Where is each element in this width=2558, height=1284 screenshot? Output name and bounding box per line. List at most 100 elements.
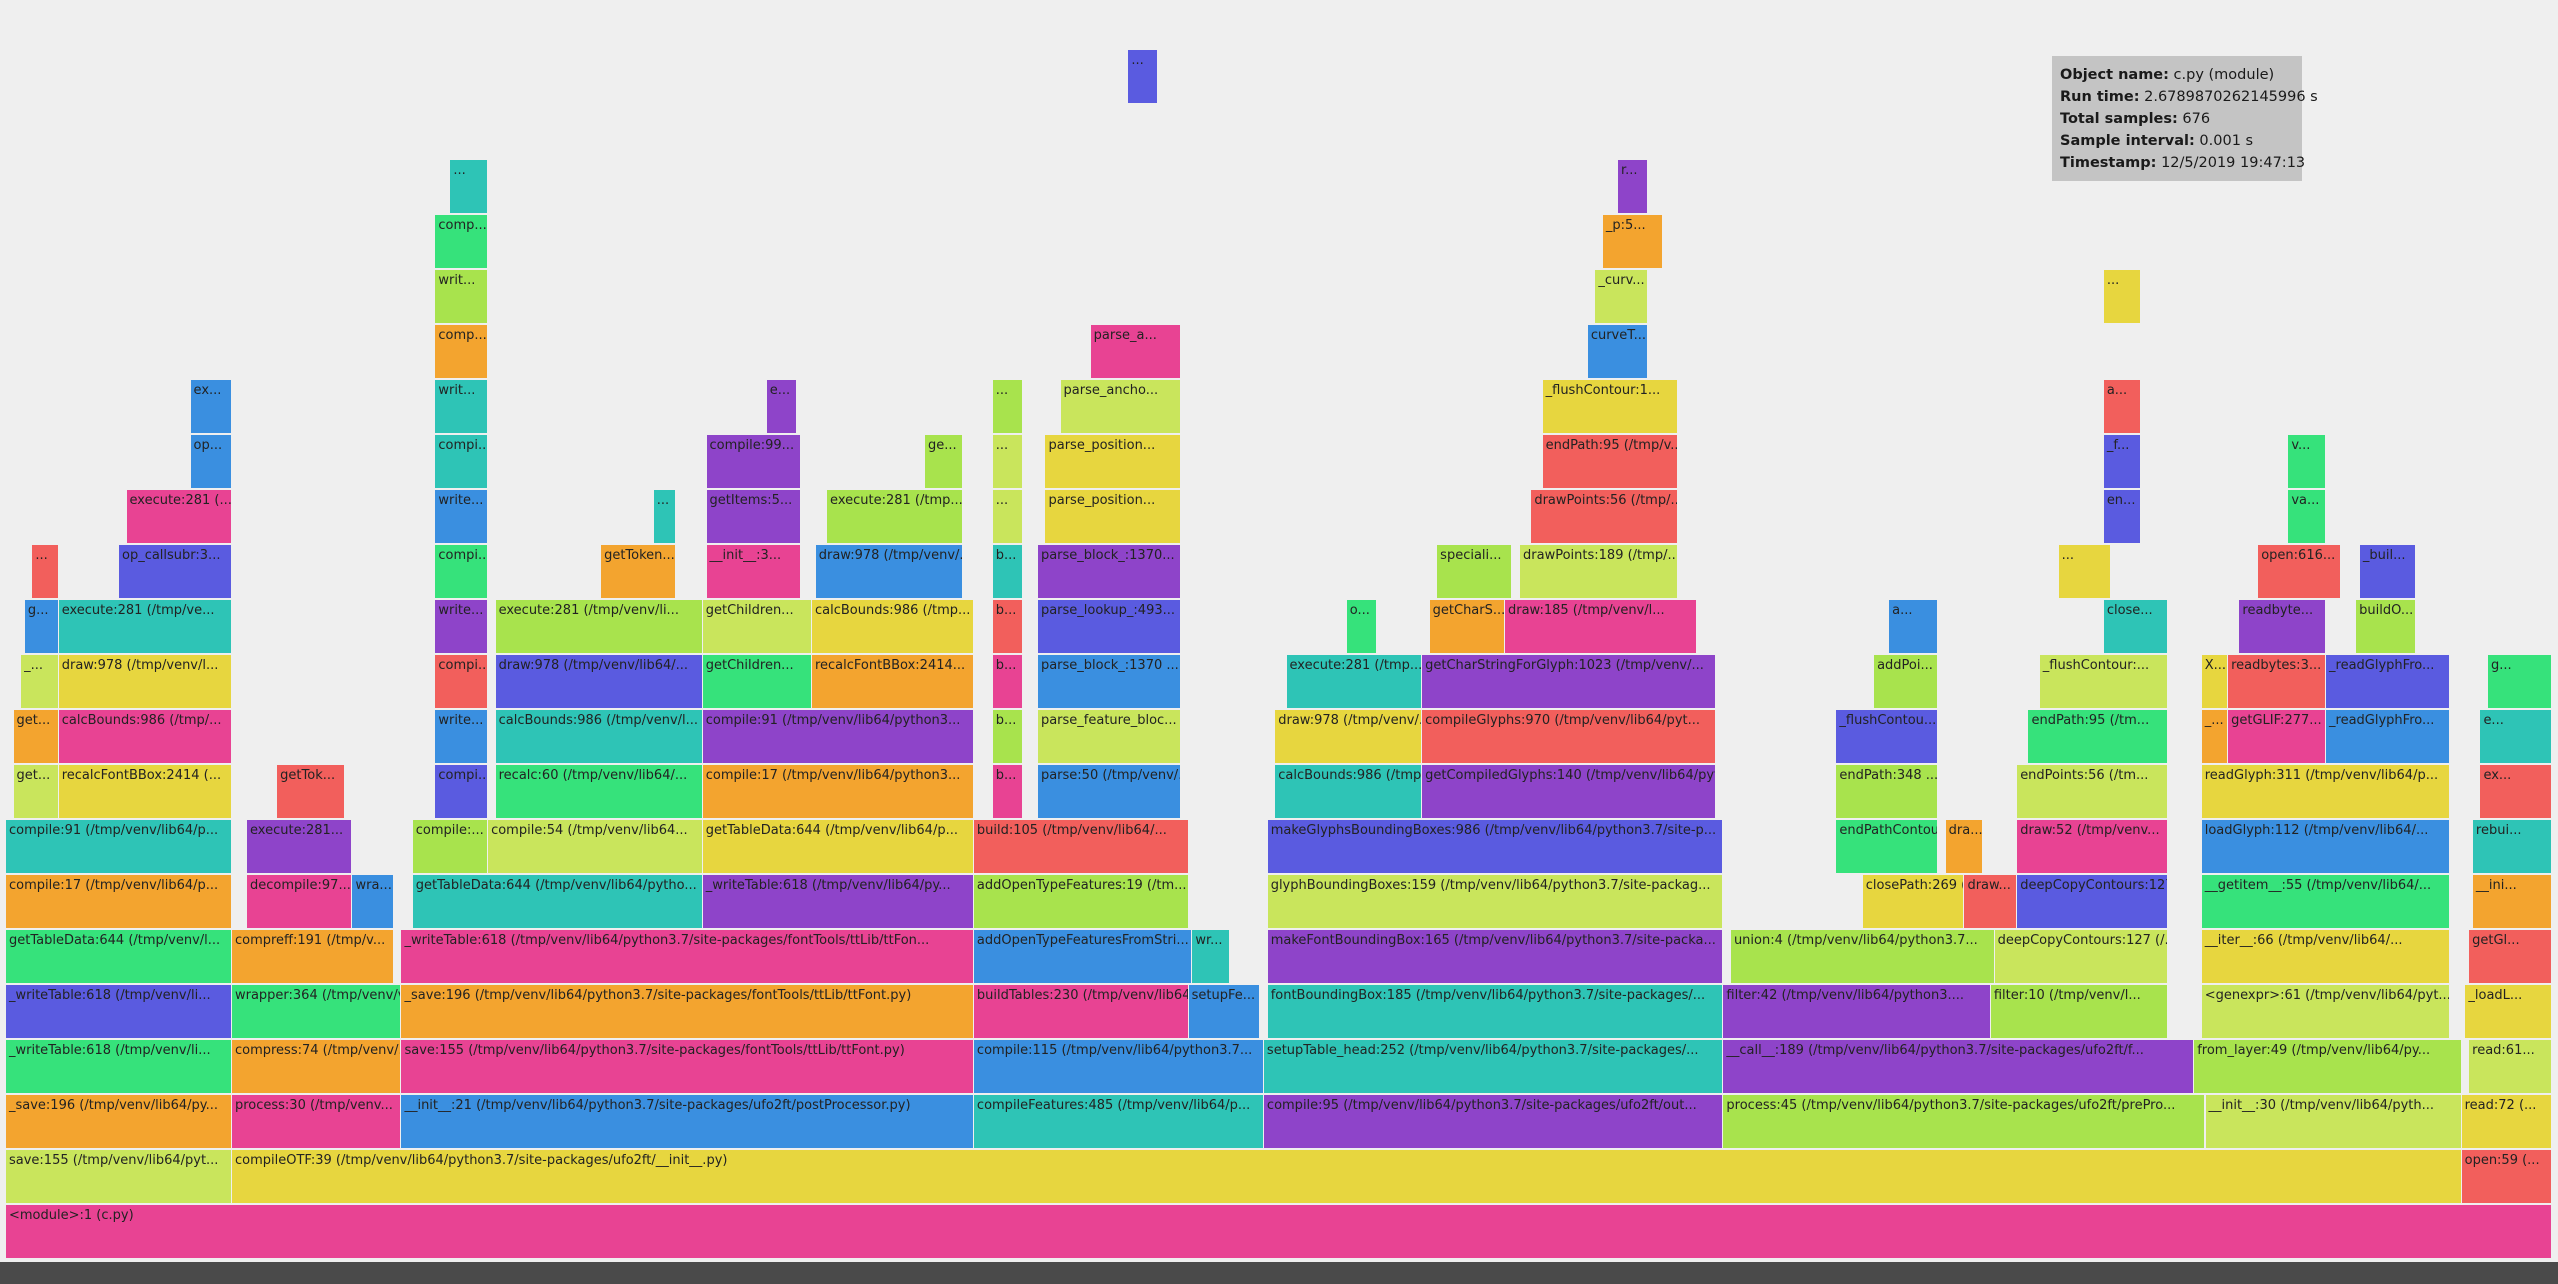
flame-frame[interactable]: union:4 (/tmp/venv/lib64/python3.7... <box>1730 930 1995 983</box>
flame-frame[interactable]: wra... <box>352 875 394 928</box>
flame-frame[interactable]: compress:74 (/tmp/venv/... <box>231 1040 402 1093</box>
flame-frame[interactable]: recalc:60 (/tmp/venv/lib64/... <box>495 765 703 818</box>
flame-frame[interactable]: getChildren... <box>702 655 812 708</box>
flame-frame[interactable]: open:59 (... <box>2461 1150 2552 1203</box>
flame-frame[interactable]: ... <box>992 435 1023 488</box>
flame-frame[interactable]: draw:978 (/tmp/venv/... <box>815 545 963 598</box>
flame-frame[interactable]: write... <box>435 710 489 763</box>
flame-frame[interactable]: __init__:21 (/tmp/venv/lib64/python3.7/s… <box>401 1095 974 1148</box>
flame-frame[interactable]: save:155 (/tmp/venv/lib64/python3.7/site… <box>401 1040 974 1093</box>
flame-frame[interactable]: setupTable_head:252 (/tmp/venv/lib64/pyt… <box>1263 1040 1724 1093</box>
flame-frame[interactable]: compreff:191 (/tmp/v... <box>231 930 394 983</box>
flame-frame[interactable]: getTableData:644 (/tmp/venv/l... <box>6 930 232 983</box>
flame-frame[interactable]: readGlyph:311 (/tmp/venv/lib64/p... <box>2201 765 2451 818</box>
flame-frame[interactable]: from_layer:49 (/tmp/venv/lib64/py... <box>2194 1040 2462 1093</box>
flame-frame[interactable]: b... <box>992 655 1023 708</box>
flame-frame[interactable]: execute:281 (/tmp/venv/li... <box>495 600 703 653</box>
flame-frame[interactable]: open:616... <box>2258 545 2342 598</box>
flame-frame[interactable]: wrapper:364 (/tmp/venv/ve... <box>231 985 402 1038</box>
flame-frame[interactable]: decompile:97... <box>247 875 353 928</box>
flame-frame[interactable]: comp... <box>435 325 489 378</box>
flame-frame[interactable]: parse_ancho... <box>1060 380 1182 433</box>
flame-frame[interactable]: curveT... <box>1587 325 1649 378</box>
flame-frame[interactable]: calcBounds:986 (/tmp/... <box>58 710 232 763</box>
flame-frame[interactable]: deepCopyContours:127 (/... <box>1994 930 2168 983</box>
flame-frame[interactable]: writ... <box>435 270 489 323</box>
flame-frame[interactable]: get... <box>13 710 59 763</box>
flame-frame[interactable]: readbyte... <box>2239 600 2326 653</box>
flame-frame[interactable]: ... <box>992 490 1023 543</box>
flame-frame[interactable]: close... <box>2103 600 2168 653</box>
flame-frame[interactable]: draw:185 (/tmp/venv/l... <box>1504 600 1698 653</box>
flame-frame[interactable]: _writeTable:618 (/tmp/venv/lib64/python3… <box>401 930 974 983</box>
flame-frame[interactable]: loadGlyph:112 (/tmp/venv/lib64/... <box>2201 820 2451 873</box>
flame-frame[interactable]: getTableData:644 (/tmp/venv/lib64/p... <box>702 820 974 873</box>
flame-frame[interactable]: addPoi... <box>1874 655 1939 708</box>
flame-frame[interactable]: process:45 (/tmp/venv/lib64/python3.7/si… <box>1723 1095 2206 1148</box>
flame-frame[interactable]: _flushContou... <box>1836 710 1939 763</box>
flame-frame[interactable]: _curv... <box>1595 270 1649 323</box>
flame-frame[interactable]: _readGlyphFro... <box>2326 655 2451 708</box>
flame-frame[interactable]: _... <box>21 655 59 708</box>
flame-frame[interactable]: ex... <box>2480 765 2552 818</box>
flame-frame[interactable]: e... <box>2480 710 2552 763</box>
flame-frame[interactable]: compi... <box>435 655 489 708</box>
flame-frame[interactable]: v... <box>2288 435 2327 488</box>
flame-frame[interactable]: getToken... <box>601 545 677 598</box>
flame-frame[interactable]: compile:95 (/tmp/venv/lib64/python3.7/si… <box>1263 1095 1724 1148</box>
flame-frame[interactable]: __init__:30 (/tmp/venv/lib64/pyth... <box>2205 1095 2462 1148</box>
flame-frame[interactable]: getTableData:644 (/tmp/venv/lib64/pytho.… <box>412 875 703 928</box>
flame-frame[interactable]: get... <box>13 765 59 818</box>
flame-frame[interactable]: parse_a... <box>1090 325 1182 378</box>
flame-frame[interactable]: parse_block_:1370... <box>1037 545 1182 598</box>
flame-frame[interactable]: __getitem__:55 (/tmp/venv/lib64/... <box>2201 875 2451 928</box>
flame-frame[interactable]: execute:281 (/tmp... <box>827 490 963 543</box>
flame-frame[interactable]: endPathContou... <box>1836 820 1939 873</box>
flame-frame[interactable]: _... <box>2201 710 2229 763</box>
flame-frame[interactable]: _writeTable:618 (/tmp/venv/li... <box>6 1040 232 1093</box>
flame-frame[interactable]: process:30 (/tmp/venv... <box>231 1095 402 1148</box>
flame-frame[interactable]: ... <box>1128 50 1159 103</box>
flame-frame[interactable]: endPath:95 (/tm... <box>2028 710 2168 763</box>
flame-frame[interactable]: compile:54 (/tmp/venv/lib64... <box>488 820 703 873</box>
flame-frame[interactable]: readbytes:3... <box>2228 655 2327 708</box>
flame-frame[interactable]: parse_block_:1370 ... <box>1037 655 1182 708</box>
flame-frame[interactable]: compi... <box>435 435 489 488</box>
flame-frame[interactable]: ... <box>653 490 677 543</box>
flame-frame[interactable]: _f... <box>2103 435 2142 488</box>
flame-frame[interactable]: execute:281... <box>247 820 353 873</box>
flame-frame[interactable]: ... <box>32 545 59 598</box>
flame-frame[interactable]: op_callsubr:3... <box>118 545 232 598</box>
flame-frame[interactable]: parse:50 (/tmp/venv/... <box>1037 765 1182 818</box>
flame-frame[interactable]: draw:52 (/tmp/venv... <box>2017 820 2168 873</box>
flame-frame[interactable]: write... <box>435 600 489 653</box>
flame-frame[interactable]: parse_feature_bloc... <box>1037 710 1182 763</box>
flame-frame[interactable]: deepCopyContours:127 (/... <box>2017 875 2168 928</box>
flame-frame[interactable]: save:155 (/tmp/venv/lib64/pyt... <box>6 1150 232 1203</box>
flame-frame[interactable]: makeGlyphsBoundingBoxes:986 (/tmp/venv/l… <box>1267 820 1724 873</box>
flame-frame[interactable]: en... <box>2103 490 2142 543</box>
flame-frame[interactable]: compile:91 (/tmp/venv/lib64/python3... <box>702 710 974 763</box>
flame-frame[interactable]: draw:978 (/tmp/venv/l... <box>58 655 232 708</box>
flame-frame[interactable]: drawPoints:56 (/tmp/... <box>1531 490 1679 543</box>
flame-frame[interactable]: getGl... <box>2469 930 2552 983</box>
flame-frame[interactable]: getCompiledGlyphs:140 (/tmp/venv/lib64/p… <box>1422 765 1716 818</box>
flame-frame[interactable]: e... <box>766 380 797 433</box>
flame-frame[interactable]: compileFeatures:485 (/tmp/venv/lib64/p..… <box>973 1095 1264 1148</box>
flame-frame[interactable]: addOpenTypeFeaturesFromStri... <box>973 930 1193 983</box>
flame-frame[interactable]: _flushContour:... <box>2039 655 2168 708</box>
flame-frame[interactable]: endPoints:56 (/tm... <box>2017 765 2168 818</box>
flame-frame[interactable]: _loadL... <box>2465 985 2552 1038</box>
flame-frame[interactable]: drawPoints:189 (/tmp/... <box>1520 545 1679 598</box>
flame-frame[interactable]: parse_position... <box>1045 490 1182 543</box>
flame-frame[interactable]: b... <box>992 545 1023 598</box>
flame-frame[interactable]: a... <box>2103 380 2142 433</box>
flame-frame[interactable]: compile:17 (/tmp/venv/lib64/python3... <box>702 765 974 818</box>
flame-frame[interactable]: execute:281 (/tmp/ve... <box>58 600 232 653</box>
flame-frame[interactable]: filter:42 (/tmp/venv/lib64/python3.... <box>1723 985 1991 1038</box>
flame-frame[interactable]: closePath:269 (... <box>1862 875 1965 928</box>
flame-frame[interactable]: r... <box>1617 160 1649 213</box>
flame-frame[interactable]: _readGlyphFro... <box>2326 710 2451 763</box>
flame-frame[interactable]: compile:91 (/tmp/venv/lib64/p... <box>6 820 232 873</box>
flame-frame[interactable]: endPath:95 (/tmp/v... <box>1542 435 1679 488</box>
